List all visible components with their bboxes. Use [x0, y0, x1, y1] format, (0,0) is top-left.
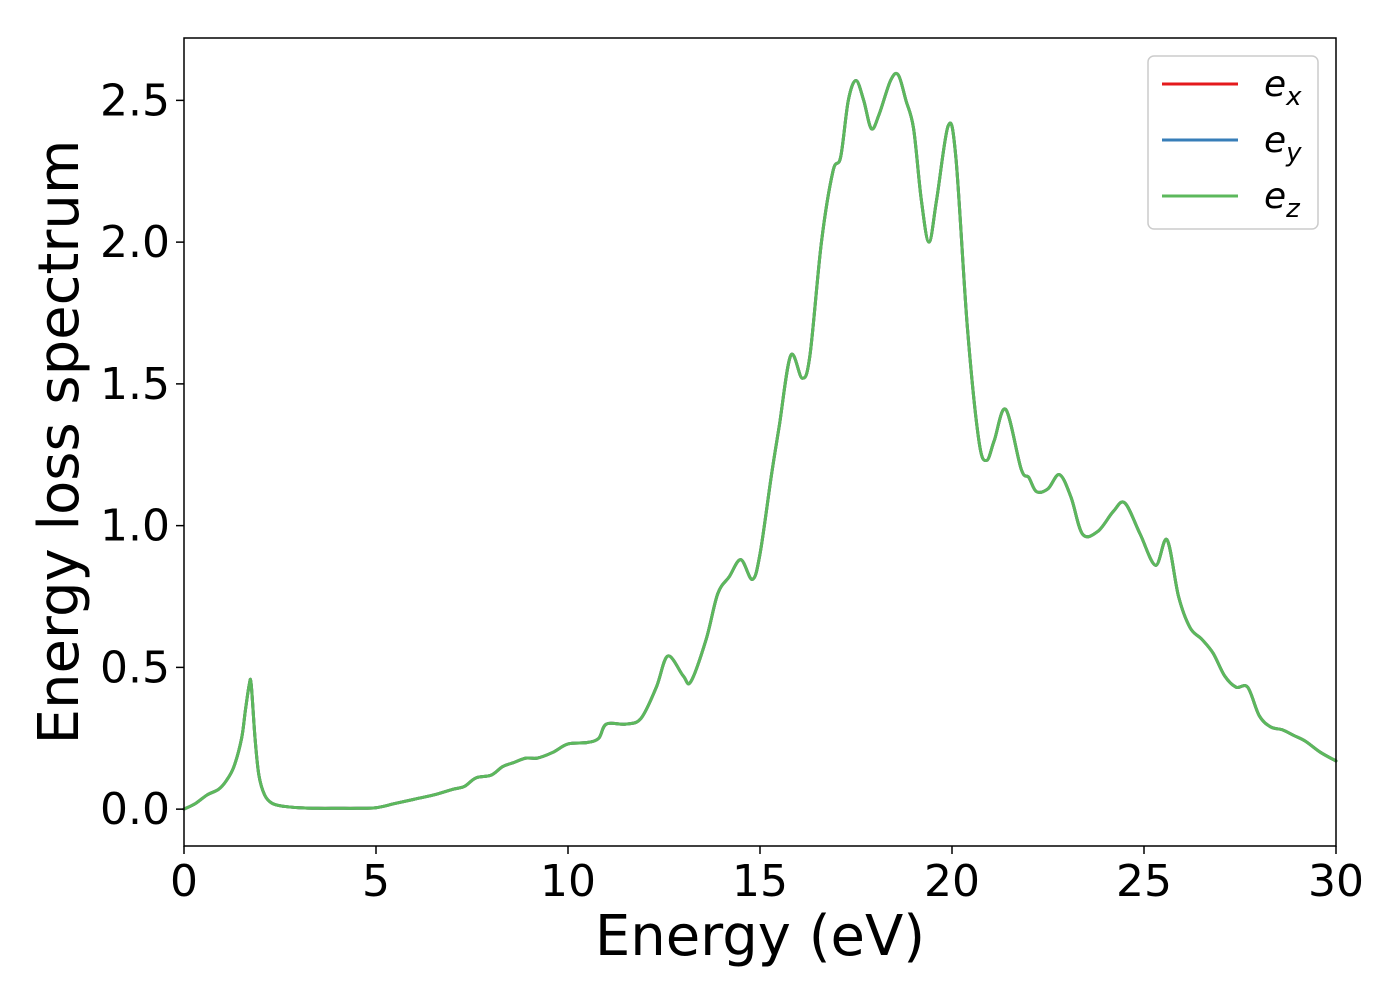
- x-tick-label: 30: [1308, 856, 1364, 907]
- x-axis-label: Energy (eV): [595, 904, 925, 969]
- x-tick-label: 5: [362, 856, 390, 907]
- y-axis-label: Energy loss spectrum: [27, 140, 92, 745]
- legend-label-ez: ez: [1264, 176, 1301, 224]
- x-tick-label: 0: [170, 856, 198, 907]
- legend-entries: ex ey ez: [1162, 64, 1302, 224]
- legend-box: [1147, 55, 1319, 230]
- x-tick-label: 10: [540, 856, 596, 907]
- x-tick-label: 20: [924, 856, 980, 907]
- series-layer: [182, 71, 1338, 811]
- legend-label-ey: ey: [1264, 120, 1302, 168]
- y-axis-ticks: 0.0 0.5 1.0 1.5 2.0 2.5: [100, 75, 184, 835]
- y-tick-label: 1.0: [100, 501, 170, 552]
- y-tick-label: 1.5: [100, 359, 170, 410]
- legend: ex ey ez: [1147, 55, 1319, 230]
- y-tick-label: 0.5: [100, 642, 170, 693]
- x-tick-label: 25: [1116, 856, 1172, 907]
- y-tick-label: 0.0: [100, 784, 170, 835]
- y-tick-label: 2.0: [100, 217, 170, 268]
- x-tick-label: 15: [732, 856, 788, 907]
- legend-label-ex: ex: [1264, 64, 1302, 112]
- y-tick-label: 2.5: [100, 75, 170, 126]
- x-axis-ticks: 0 5 10 15 20 25 30: [170, 846, 1364, 907]
- series-line-ez: [182, 71, 1338, 811]
